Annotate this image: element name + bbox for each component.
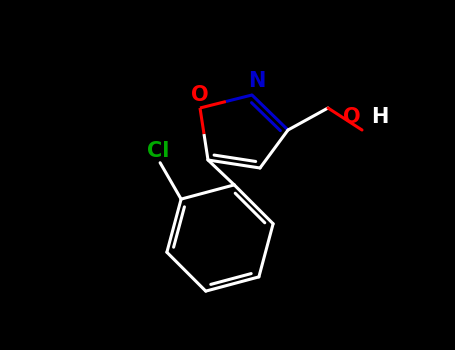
Text: Cl: Cl [147,141,169,161]
Text: O: O [343,107,361,127]
Text: H: H [371,107,389,127]
Text: O: O [191,85,209,105]
Text: N: N [248,71,266,91]
